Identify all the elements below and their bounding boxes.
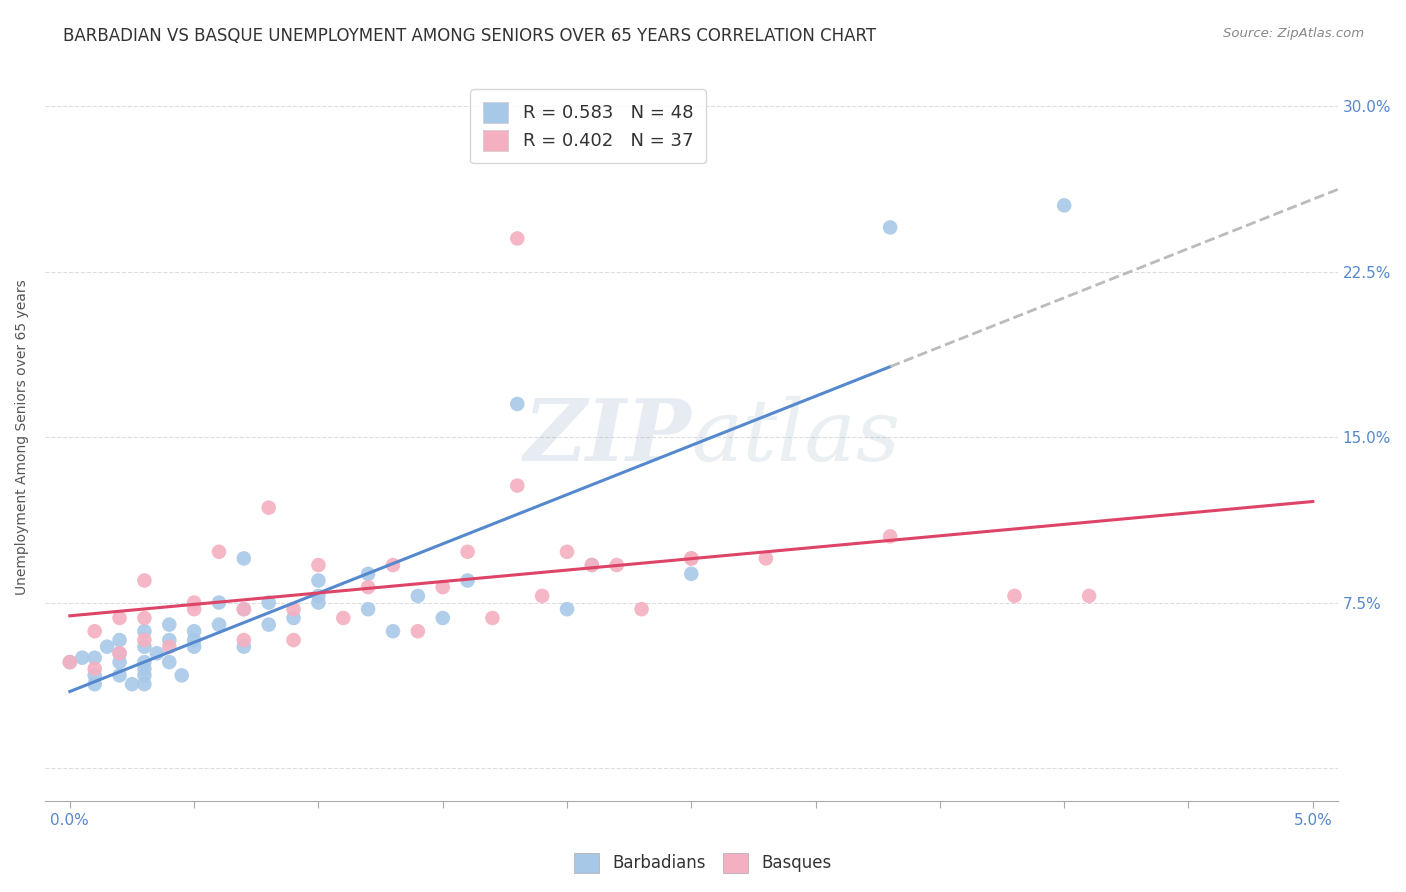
Point (83, 662, 105, 676)
Point (581, 558, 603, 572)
Point (232, 602, 254, 616)
Point (1004, 589, 1026, 603)
Point (506, 397, 529, 411)
Point (134, 662, 156, 676)
Point (283, 602, 305, 616)
Point (382, 624, 405, 639)
Point (630, 602, 652, 616)
Point (257, 596, 280, 610)
Point (108, 668, 131, 682)
Point (170, 668, 193, 682)
Text: ZIP: ZIP (523, 395, 692, 479)
Point (555, 545, 578, 559)
Text: Source: ZipAtlas.com: Source: ZipAtlas.com (1223, 27, 1364, 40)
Point (307, 558, 329, 572)
Point (879, 220, 901, 235)
Point (183, 624, 205, 639)
Point (108, 611, 131, 625)
Point (83, 668, 105, 682)
Point (1078, 589, 1101, 603)
Point (157, 617, 180, 632)
Point (307, 574, 329, 588)
Point (232, 633, 254, 648)
Point (307, 589, 329, 603)
Point (134, 655, 156, 669)
Point (681, 551, 703, 566)
Point (232, 640, 254, 654)
Point (183, 596, 205, 610)
Point (1053, 198, 1076, 212)
Point (108, 646, 131, 660)
Point (432, 611, 454, 625)
Text: BARBADIAN VS BASQUE UNEMPLOYMENT AMONG SENIORS OVER 65 YEARS CORRELATION CHART: BARBADIAN VS BASQUE UNEMPLOYMENT AMONG S… (63, 27, 876, 45)
Point (406, 589, 429, 603)
Text: atlas: atlas (692, 396, 900, 478)
Point (208, 545, 231, 559)
Point (183, 633, 205, 648)
Point (134, 640, 156, 654)
Point (134, 677, 156, 691)
Point (581, 558, 603, 572)
Point (606, 558, 628, 572)
Point (183, 640, 205, 654)
Point (555, 602, 578, 616)
Point (283, 611, 305, 625)
Point (406, 624, 429, 639)
Legend: Barbadians, Basques: Barbadians, Basques (568, 847, 838, 880)
Point (83, 624, 105, 639)
Point (481, 611, 503, 625)
Point (257, 617, 280, 632)
Point (232, 551, 254, 566)
Point (134, 574, 156, 588)
Point (506, 231, 529, 245)
Point (183, 602, 205, 616)
Point (157, 633, 180, 648)
Point (108, 655, 131, 669)
Point (357, 602, 380, 616)
Point (232, 602, 254, 616)
Point (457, 574, 479, 588)
Point (257, 500, 280, 515)
Point (121, 677, 143, 691)
Point (96, 640, 118, 654)
Point (83, 677, 105, 691)
Point (108, 646, 131, 660)
Point (681, 566, 703, 581)
Point (83, 650, 105, 665)
Point (59, 655, 82, 669)
Point (208, 596, 231, 610)
Point (332, 611, 354, 625)
Point (72, 650, 94, 665)
Point (755, 551, 778, 566)
Point (208, 617, 231, 632)
Point (357, 580, 380, 594)
Point (134, 668, 156, 682)
Point (157, 640, 180, 654)
Point (357, 566, 380, 581)
Point (283, 633, 305, 648)
Point (506, 478, 529, 492)
Point (59, 655, 82, 669)
Point (382, 558, 405, 572)
Point (307, 596, 329, 610)
Point (531, 589, 554, 603)
Point (157, 655, 180, 669)
Point (432, 580, 454, 594)
Point (134, 611, 156, 625)
Y-axis label: Unemployment Among Seniors over 65 years: Unemployment Among Seniors over 65 years (15, 279, 30, 595)
Point (681, 551, 703, 566)
Point (108, 633, 131, 648)
Point (146, 646, 169, 660)
Point (457, 545, 479, 559)
Point (134, 633, 156, 648)
Legend: R = 0.583   N = 48, R = 0.402   N = 37: R = 0.583 N = 48, R = 0.402 N = 37 (470, 89, 706, 163)
Point (134, 624, 156, 639)
Point (879, 529, 901, 543)
